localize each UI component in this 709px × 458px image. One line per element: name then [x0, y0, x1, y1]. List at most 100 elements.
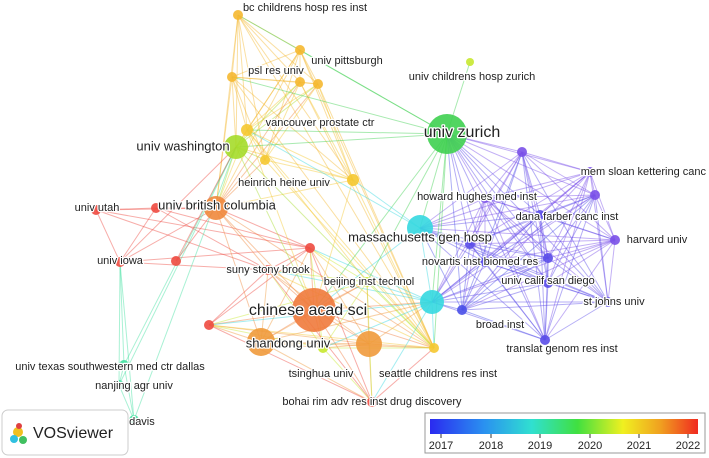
- edge: [119, 207, 157, 263]
- edge: [446, 133, 541, 216]
- edge: [246, 129, 421, 229]
- node: [407, 215, 433, 241]
- node-label: univ british columbia: [158, 197, 277, 212]
- edge: [539, 214, 549, 284]
- edge: [267, 269, 435, 349]
- node: [427, 114, 467, 154]
- edge: [246, 129, 368, 283]
- node-label: dana farber canc inst: [516, 211, 619, 223]
- color-legend: 2017 2018 2019 2020 2021 2022: [424, 412, 706, 454]
- edge: [446, 133, 546, 341]
- edge: [322, 301, 433, 349]
- edge: [446, 133, 549, 259]
- edge: [215, 83, 319, 209]
- node: [114, 380, 124, 390]
- node: [318, 343, 328, 353]
- edge: [260, 247, 311, 343]
- node: [204, 320, 214, 330]
- node: [247, 328, 275, 356]
- node: [429, 343, 439, 353]
- node: [543, 253, 553, 263]
- edge: [119, 146, 237, 263]
- node-label: howard hughes med inst: [417, 191, 537, 203]
- edge: [539, 214, 616, 241]
- edge: [446, 133, 609, 303]
- edge: [539, 214, 546, 341]
- edge: [155, 207, 311, 249]
- edge: [461, 197, 486, 311]
- edge: [264, 159, 435, 349]
- edge: [419, 227, 609, 303]
- edge: [95, 209, 269, 271]
- edge: [544, 171, 591, 341]
- edge: [521, 151, 549, 284]
- node: [480, 257, 490, 267]
- edge: [231, 76, 266, 161]
- edge: [260, 341, 373, 403]
- logo-icon: [19, 436, 27, 444]
- edge: [544, 194, 596, 341]
- node: [543, 278, 553, 288]
- node-label: shandong univ: [246, 335, 331, 350]
- edge: [118, 384, 135, 421]
- node: [151, 203, 161, 213]
- edge: [208, 324, 370, 345]
- edge: [237, 14, 301, 83]
- edge: [267, 269, 433, 303]
- edge: [260, 341, 435, 349]
- node-label: vancouver prostate ctr: [266, 117, 375, 129]
- edge: [419, 171, 591, 229]
- edge: [313, 179, 354, 311]
- labels: bc childrens hosp res inst psl res univ un…: [14, 1, 709, 430]
- edge: [231, 76, 435, 349]
- edge: [246, 129, 315, 311]
- edge: [419, 214, 541, 229]
- edge: [521, 151, 541, 216]
- edge: [547, 257, 609, 303]
- edge: [352, 179, 435, 349]
- edge: [484, 194, 596, 199]
- node-label: harvard univ: [627, 234, 688, 246]
- node: [263, 265, 273, 275]
- node: [115, 257, 125, 267]
- node-label: mem sloan kettering canc ctr: [581, 166, 709, 178]
- edge: [469, 243, 609, 303]
- node: [313, 79, 323, 89]
- edge: [246, 83, 319, 131]
- edge: [231, 49, 301, 78]
- color-bar: [430, 419, 698, 434]
- edge: [547, 171, 591, 259]
- edge: [235, 133, 448, 148]
- edge: [267, 269, 368, 283]
- edge: [544, 257, 549, 341]
- edge: [260, 301, 433, 343]
- edge: [461, 243, 471, 311]
- edge: [484, 261, 549, 284]
- edge: [208, 247, 311, 326]
- edge: [521, 151, 616, 241]
- edge: [469, 239, 616, 245]
- edge: [469, 243, 549, 259]
- node-label: novartis inst biomed res: [422, 256, 539, 268]
- edge: [431, 197, 486, 303]
- edge: [446, 133, 463, 311]
- edge: [461, 257, 549, 311]
- edge: [235, 83, 319, 148]
- edge: [95, 209, 121, 263]
- edge: [309, 247, 435, 349]
- edge: [547, 194, 596, 259]
- node: [590, 190, 600, 200]
- edge: [208, 281, 368, 326]
- edge: [484, 261, 546, 341]
- edge: [313, 133, 448, 311]
- node: [295, 77, 305, 87]
- node-label: tsinghua univ: [289, 368, 354, 380]
- node: [610, 235, 620, 245]
- edge: [419, 194, 596, 229]
- node-label: univ calif san diego: [501, 275, 595, 287]
- edge: [594, 194, 609, 303]
- edge: [119, 261, 125, 366]
- node-label: bc childrens hosp res inst: [243, 2, 367, 14]
- edge: [231, 76, 354, 181]
